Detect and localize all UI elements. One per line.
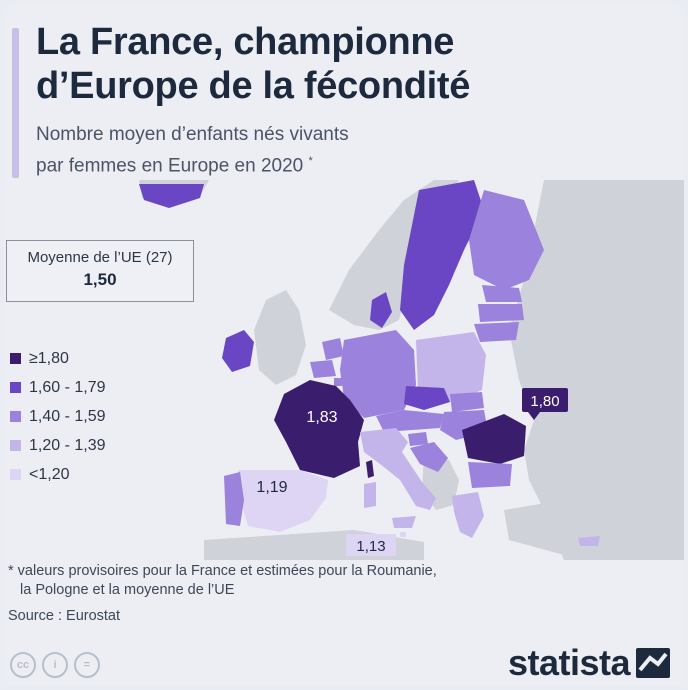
creative-commons-icon[interactable]: cc [10, 652, 36, 678]
legend-swatch [10, 382, 21, 393]
title-line-2: d’Europe de la fécondité [36, 65, 471, 107]
accent-bar [12, 28, 19, 178]
map-country-sicily [392, 516, 416, 528]
legend-label: 1,20 - 1,39 [29, 436, 106, 454]
legend-swatch [10, 469, 21, 480]
map-country-poland [416, 332, 486, 402]
subtitle-line-1: Nombre moyen d’enfants nés vivants [36, 124, 349, 145]
statista-logo[interactable]: statista [508, 642, 670, 684]
footnote-line-2: la Pologne et la moyenne de l’UE [20, 582, 235, 598]
map-country-italy [360, 428, 436, 510]
map-country-ireland [222, 330, 254, 372]
title-line-1: La France, championne [36, 21, 455, 63]
label-romania-callout: 1,80 [522, 388, 568, 420]
map-country-greece [452, 492, 484, 538]
source-note: Source : Eurostat [8, 608, 121, 624]
label-malta-callout: 1,13 [346, 534, 396, 556]
label-france-value: 1,83 [306, 409, 337, 426]
page-title: La France, championne d’Europe de la féc… [36, 20, 656, 108]
map-country-iceland [139, 184, 204, 208]
brand-wordmark: statista [507, 642, 631, 683]
map-country-lithuania [474, 322, 519, 342]
map-country-luxembourg [334, 378, 342, 386]
eu-average-label: Moyenne de l’UE (27) [27, 249, 173, 266]
license-icons: cc i = [10, 652, 100, 678]
footnote-line-1: * valeurs provisoires pour la France et … [8, 563, 437, 579]
map-country-sweden [400, 180, 484, 330]
map-country-germany [340, 330, 416, 418]
map-country-slovakia [450, 392, 484, 412]
map-country-sardinia [364, 482, 376, 508]
legend-item: ≥1,80 [10, 344, 106, 373]
legend-item: 1,20 - 1,39 [10, 431, 106, 460]
legend-item: <1,20 [10, 460, 106, 489]
eu-average-value: 1,50 [83, 270, 117, 289]
map-country-finland [469, 190, 544, 290]
map-country-belgium [310, 360, 336, 378]
map-country-czechia [404, 386, 450, 410]
legend-swatch [10, 411, 21, 422]
map-country-latvia [478, 304, 524, 322]
map-country-corsica [366, 460, 374, 478]
map-country-spain [238, 470, 328, 532]
europe-map: 1,83 1,80 1,19 1,13 [139, 180, 684, 560]
attribution-icon[interactable]: i [42, 652, 68, 678]
statista-logo-icon [636, 648, 670, 678]
legend-swatch [10, 353, 21, 364]
legend-label: 1,60 - 1,79 [29, 378, 106, 396]
footnote: * valeurs provisoires pour la France et … [8, 562, 608, 600]
map-country-cyprus [578, 536, 600, 546]
map-country-portugal [224, 472, 244, 526]
map-country-austria [376, 410, 444, 432]
legend-label: 1,40 - 1,59 [29, 407, 106, 425]
label-romania-value: 1,80 [530, 393, 559, 410]
legend-item: 1,60 - 1,79 [10, 373, 106, 402]
map-land-uk [254, 290, 306, 385]
map-country-estonia [482, 285, 522, 302]
map-country-slovenia [408, 432, 428, 446]
subtitle: Nombre moyen d’enfants nés vivants par f… [36, 122, 576, 179]
subtitle-footnote-mark: * [308, 155, 313, 167]
legend-swatch [10, 440, 21, 451]
map-country-france [274, 380, 364, 478]
label-malta-value: 1,13 [356, 538, 385, 555]
map-country-malta [400, 532, 406, 537]
infographic-card: La France, championne d’Europe de la féc… [4, 4, 684, 686]
map-land-turkey [504, 500, 664, 555]
legend-item: 1,40 - 1,59 [10, 402, 106, 431]
map-country-romania [462, 414, 526, 464]
legend-label: <1,20 [29, 465, 70, 483]
subtitle-line-2: par femmes en Europe en 2020 [36, 155, 304, 177]
map-land-east [509, 180, 684, 560]
map-country-croatia [410, 442, 448, 472]
map-country-netherlands [322, 338, 344, 360]
no-derivatives-icon[interactable]: = [74, 652, 100, 678]
eu-average-box: Moyenne de l’UE (27) 1,50 [6, 240, 194, 302]
map-country-bulgaria [468, 462, 512, 488]
legend: ≥1,80 1,60 - 1,79 1,40 - 1,59 1,20 - 1,3… [10, 344, 106, 489]
legend-label: ≥1,80 [29, 349, 69, 367]
label-spain-value: 1,19 [256, 479, 287, 496]
map-country-denmark [370, 292, 392, 328]
